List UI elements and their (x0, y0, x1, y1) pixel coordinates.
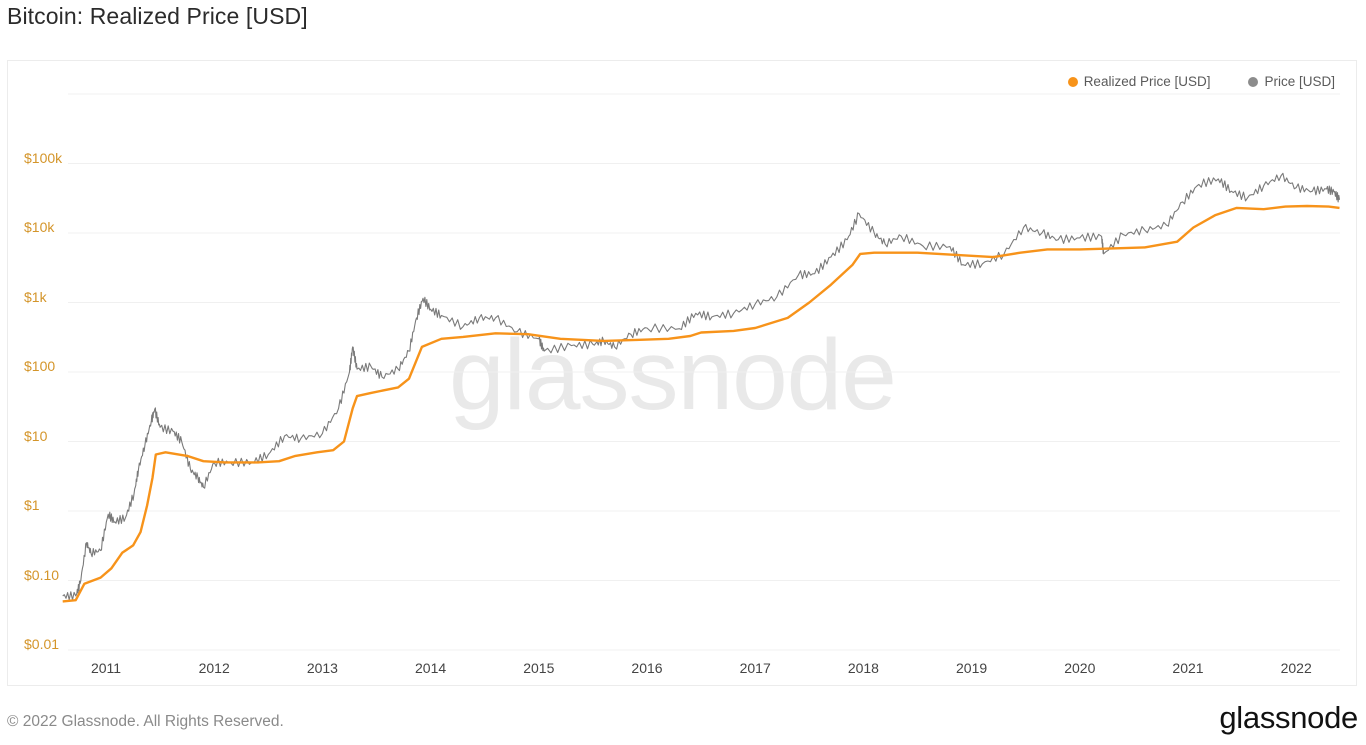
x-tick-label: 2012 (198, 660, 230, 676)
x-tick-label: 2022 (1280, 660, 1312, 676)
y-tick-label: $10 (24, 427, 48, 444)
chart-frame (7, 60, 1357, 686)
y-tick-label: $100k (24, 149, 63, 166)
y-tick-label: $0.01 (24, 636, 60, 652)
legend-item-price[interactable]: Price [USD] (1248, 74, 1335, 89)
x-tick-label: 2019 (956, 660, 988, 676)
x-tick-label: 2018 (847, 660, 879, 676)
x-tick-label: 2016 (631, 660, 663, 676)
price-dot-icon (1248, 76, 1259, 87)
series-lines (62, 172, 1341, 603)
x-tick-label: 2020 (1064, 660, 1096, 676)
x-tick-label: 2011 (90, 660, 122, 676)
x-tick-label: 2021 (1172, 660, 1204, 676)
legend-label-price: Price [USD] (1264, 74, 1335, 89)
gridlines (68, 93, 1340, 651)
x-tick-label: 2014 (415, 660, 447, 676)
y-tick-label: $1k (24, 288, 47, 305)
y-tick-label: $1 (24, 497, 40, 513)
legend: Realized Price [USD] Price [USD] (1067, 74, 1335, 89)
glassnode-logo: glassnode (1219, 700, 1358, 735)
legend-label-realized-price: Realized Price [USD] (1083, 74, 1211, 89)
legend-item-realized-price[interactable]: Realized Price [USD] (1067, 74, 1211, 89)
copyright-text: © 2022 Glassnode. All Rights Reserved. (7, 713, 284, 730)
price-line (62, 172, 1341, 601)
x-tick-label: 2015 (523, 660, 555, 676)
realized-price-line (62, 204, 1340, 603)
y-tick-label: $0.10 (24, 566, 60, 583)
realized-price-dot-icon (1067, 76, 1078, 87)
x-tick-label: 2017 (739, 660, 771, 676)
chart-title: Bitcoin: Realized Price [USD] (7, 3, 308, 29)
y-tick-label: $10k (24, 219, 55, 235)
y-tick-label: $100 (24, 358, 56, 374)
x-tick-label: 2013 (306, 660, 338, 676)
